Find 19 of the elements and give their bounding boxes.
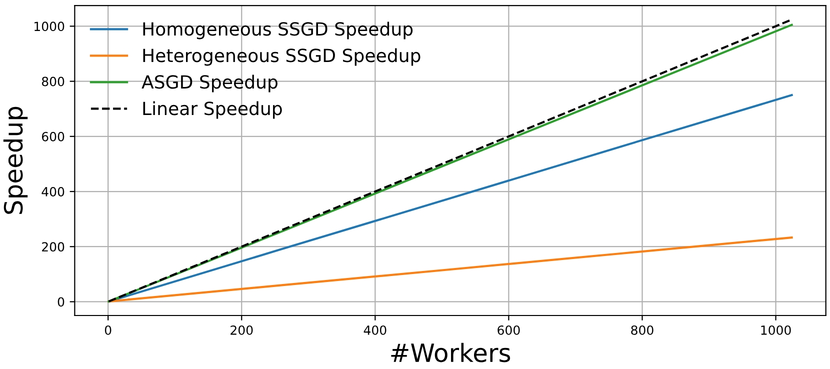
legend-label: Homogeneous SSGD Speedup <box>143 22 413 40</box>
x-tick-label: 800 <box>631 325 654 335</box>
y-tick-label: 1000 <box>34 22 64 32</box>
y-axis-title: Speedup <box>3 106 28 214</box>
x-tick-label: 200 <box>230 325 253 335</box>
x-tick-label: 400 <box>364 325 386 335</box>
y-tick-label: 800 <box>42 76 64 86</box>
x-tick-label: 600 <box>498 325 520 335</box>
y-tick-label: 200 <box>42 242 64 252</box>
y-tick-label: 400 <box>42 186 64 196</box>
legend-label: Heterogeneous SSGD Speedup <box>143 48 420 66</box>
legend-label: Linear Speedup <box>143 101 282 119</box>
line-series <box>108 236 793 302</box>
y-tick-label: 0 <box>58 297 64 307</box>
x-tick-label: 0 <box>104 325 112 335</box>
x-axis-title: #Workers <box>391 342 510 362</box>
y-tick-label: 600 <box>42 132 64 142</box>
x-tick-label: 1000 <box>761 325 791 335</box>
legend-label: ASGD Speedup <box>142 74 278 92</box>
